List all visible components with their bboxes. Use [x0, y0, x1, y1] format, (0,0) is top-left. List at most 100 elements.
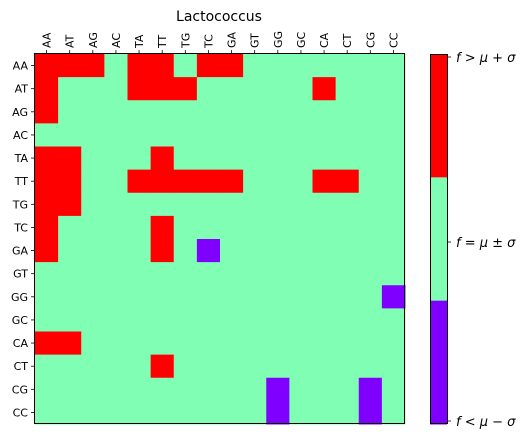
- heatmap-cell-cc-aa: [35, 400, 59, 425]
- heatmap-cell-tt-gg: [266, 169, 290, 194]
- colorbar-label: f < μ − σ: [456, 415, 516, 430]
- heatmap-cell-cg-ta: [127, 377, 152, 402]
- heatmap-cell-gc-ac: [104, 308, 128, 332]
- heatmap-cell-gt-cc: [381, 262, 406, 286]
- heatmap-cell-tt-tg: [173, 169, 198, 194]
- heatmap-cells: [35, 54, 406, 425]
- heatmap-cell-tg-ac: [104, 192, 128, 217]
- heatmap-cell-gc-tc: [196, 308, 221, 332]
- heatmap-cell-tc-cc: [381, 215, 406, 240]
- heatmap-cell-ta-ga: [220, 146, 244, 171]
- heatmap-cell-tc-ga: [220, 215, 244, 240]
- heatmap-cell-tc-gc: [289, 215, 313, 240]
- heatmap-cell-cc-gg: [266, 400, 290, 425]
- heatmap-cell-ga-cg: [358, 239, 383, 263]
- heatmap-cell-gg-at: [58, 285, 82, 309]
- heatmap-cell-ga-gt: [243, 239, 267, 263]
- heatmap-cell-at-at: [58, 77, 82, 101]
- heatmap-cell-ca-ga: [220, 331, 244, 356]
- heatmap-cell-ta-ac: [104, 146, 128, 171]
- x-tick-label: TA: [133, 34, 146, 49]
- heatmap-cell-ga-gc: [289, 239, 313, 263]
- heatmap-cell-at-tc: [196, 77, 221, 101]
- heatmap-cell-tg-gt: [243, 192, 267, 217]
- heatmap-cell-ca-ta: [127, 331, 152, 356]
- heatmap-cell-ag-cg: [358, 100, 383, 124]
- heatmap-cell-ac-at: [58, 123, 82, 147]
- heatmap-cell-ct-gg: [266, 354, 290, 379]
- y-tick-label: CA: [13, 337, 29, 350]
- heatmap-cell-gt-ac: [104, 262, 128, 286]
- x-tick-label: TT: [156, 34, 169, 49]
- y-tick-label: TG: [12, 198, 28, 211]
- heatmap-cell-tt-ga: [220, 169, 244, 194]
- heatmap-cell-tg-tg: [173, 192, 198, 217]
- y-tick-label: CG: [12, 383, 28, 396]
- heatmap-cell-at-tg: [173, 77, 198, 101]
- heatmap-cell-cc-tg: [173, 400, 198, 425]
- heatmap-cell-gg-tg: [173, 285, 198, 309]
- x-tick-label: AG: [87, 32, 100, 48]
- heatmap-cell-ct-gc: [289, 354, 313, 379]
- heatmap-cell-aa-ag: [81, 54, 105, 78]
- heatmap-cell-ac-cg: [358, 123, 383, 147]
- heatmap-cell-tt-gt: [243, 169, 267, 194]
- heatmap-cell-ga-ag: [81, 239, 105, 263]
- heatmap-cell-ac-gc: [289, 123, 313, 147]
- heatmap-cell-ca-aa: [35, 331, 59, 356]
- heatmap-cell-ca-cg: [358, 331, 383, 356]
- heatmap-cell-gg-ag: [81, 285, 105, 309]
- heatmap-cell-tc-tt: [150, 215, 175, 240]
- heatmap-cell-tt-aa: [35, 169, 59, 194]
- heatmap-cell-gc-gt: [243, 308, 267, 332]
- heatmap-cell-cc-ag: [81, 400, 105, 425]
- heatmap-cell-cg-cg: [358, 377, 383, 402]
- heatmap-cell-ca-tc: [196, 331, 221, 356]
- heatmap-cell-gg-gg: [266, 285, 290, 309]
- heatmap-cell-tg-cg: [358, 192, 383, 217]
- heatmap-cell-cc-gc: [289, 400, 313, 425]
- x-tick-label: GG: [272, 31, 285, 48]
- x-tick-label: CA: [318, 32, 331, 48]
- heatmap-cell-ag-at: [58, 100, 82, 124]
- heatmap-cell-gt-tg: [173, 262, 198, 286]
- y-tick-label: TA: [14, 152, 29, 165]
- heatmap-cell-ta-at: [58, 146, 82, 171]
- heatmap-cell-ga-ct: [335, 239, 360, 263]
- heatmap-cell-ac-ca: [312, 123, 337, 147]
- x-tick-label: AT: [64, 34, 77, 48]
- heatmap-cell-ga-ta: [127, 239, 152, 263]
- heatmap-cell-ta-ca: [312, 146, 337, 171]
- heatmap-cell-tc-gg: [266, 215, 290, 240]
- heatmap-cell-cc-ac: [104, 400, 128, 425]
- heatmap-cell-tg-gc: [289, 192, 313, 217]
- heatmap-cell-cc-ta: [127, 400, 152, 425]
- heatmap-cell-cc-at: [58, 400, 82, 425]
- heatmap-cell-ga-at: [58, 239, 82, 263]
- heatmap-cell-tt-ac: [104, 169, 128, 194]
- y-tick-label: CC: [13, 406, 29, 419]
- heatmap-cell-cg-aa: [35, 377, 59, 402]
- heatmap-cell-cg-gt: [243, 377, 267, 402]
- chart-title: Lactococcus: [176, 9, 262, 25]
- heatmap-cell-gt-tc: [196, 262, 221, 286]
- heatmap-cell-ca-tt: [150, 331, 175, 356]
- heatmap-cell-gt-aa: [35, 262, 59, 286]
- heatmap-cell-ta-tg: [173, 146, 198, 171]
- heatmap-cell-cc-ga: [220, 400, 244, 425]
- heatmap-cell-ag-ta: [127, 100, 152, 124]
- heatmap-cell-ta-tt: [150, 146, 175, 171]
- heatmap-cell-ga-ga: [220, 239, 244, 263]
- heatmap-cell-tg-cc: [381, 192, 406, 217]
- heatmap-cell-gc-cg: [358, 308, 383, 332]
- heatmap-cell-ac-ct: [335, 123, 360, 147]
- heatmap-cell-ca-cc: [381, 331, 406, 356]
- x-tick-labels: AA AT AG AC TA TT TG TC GA GT GG GC CA CT CG CC: [41, 31, 400, 54]
- heatmap-cell-gc-tt: [150, 308, 175, 332]
- heatmap-cell-ct-ca: [312, 354, 337, 379]
- y-tick-label: GT: [13, 268, 28, 281]
- heatmap-cell-ag-tc: [196, 100, 221, 124]
- heatmap-cell-ta-cc: [381, 146, 406, 171]
- heatmap-cell-ct-tt: [150, 354, 175, 379]
- heatmap-cell-ca-ct: [335, 331, 360, 356]
